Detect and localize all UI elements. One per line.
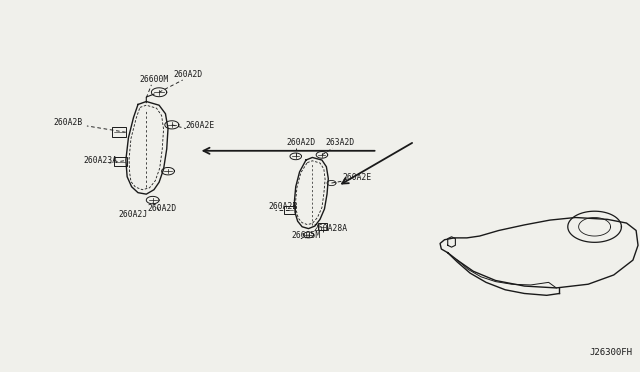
Bar: [284, 206, 295, 214]
Text: 260A28A: 260A28A: [314, 224, 348, 233]
Text: 260A2D: 260A2D: [287, 138, 316, 147]
Bar: [112, 128, 126, 137]
Text: 260A2D: 260A2D: [173, 70, 202, 78]
Text: J26300FH: J26300FH: [590, 348, 633, 357]
Text: 260A2E: 260A2E: [342, 173, 372, 182]
Text: 260A2B: 260A2B: [53, 118, 83, 128]
Text: 263A2D: 263A2D: [325, 138, 355, 147]
Text: 260A2E: 260A2E: [186, 121, 215, 130]
Text: 26600M: 26600M: [140, 75, 169, 84]
Text: 26605M: 26605M: [291, 231, 321, 240]
Text: 260A2D: 260A2D: [148, 204, 177, 213]
Text: 260A2B: 260A2B: [269, 202, 298, 211]
Text: 260A23A: 260A23A: [84, 155, 118, 164]
Text: 260A2J: 260A2J: [119, 210, 148, 219]
Bar: [115, 157, 127, 166]
Bar: [318, 224, 327, 230]
